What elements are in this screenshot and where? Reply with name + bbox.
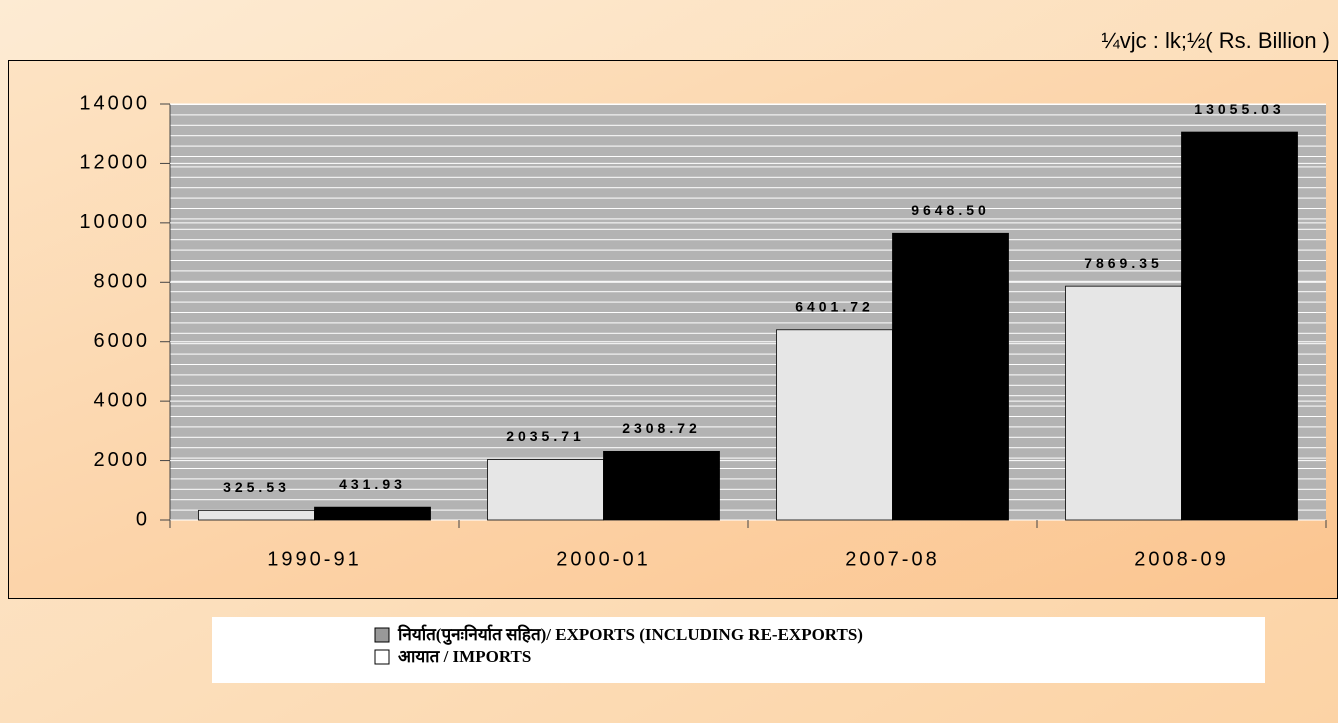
y-tick-label: 14000 bbox=[79, 92, 150, 114]
value-label: 13055.03 bbox=[1194, 101, 1284, 117]
legend-swatch bbox=[374, 649, 390, 665]
bar bbox=[1181, 131, 1298, 521]
legend-label: निर्यात(पुनःनिर्यात सहित)/ EXPORTS (INCL… bbox=[397, 624, 863, 645]
x-tick-label: 2008-09 bbox=[1134, 548, 1228, 570]
value-label: 7869.35 bbox=[1084, 255, 1163, 271]
y-tick-label: 10000 bbox=[79, 211, 150, 233]
x-tick-label: 2007-08 bbox=[845, 548, 939, 570]
x-tick-label: 1990-91 bbox=[267, 548, 361, 570]
y-tick-label: 2000 bbox=[94, 449, 151, 471]
bar bbox=[314, 506, 431, 521]
y-tick-label: 0 bbox=[136, 508, 150, 530]
bar bbox=[198, 509, 315, 521]
value-label: 2035.71 bbox=[506, 428, 585, 444]
value-label: 6401.72 bbox=[795, 298, 874, 314]
y-tick-label: 6000 bbox=[94, 330, 151, 352]
x-tick-label: 2000-01 bbox=[556, 548, 650, 570]
y-tick-label: 8000 bbox=[94, 271, 151, 293]
value-label: 325.53 bbox=[223, 479, 290, 495]
unit-label: ¼vjc : lk;½( Rs. Billion ) bbox=[1101, 28, 1330, 53]
y-tick-label: 12000 bbox=[79, 152, 150, 174]
bar bbox=[603, 450, 720, 521]
legend-swatch bbox=[374, 627, 390, 643]
bar bbox=[892, 232, 1009, 521]
bar bbox=[776, 329, 893, 521]
y-tick-label: 4000 bbox=[94, 389, 151, 411]
value-label: 2308.72 bbox=[622, 420, 701, 436]
value-label: 9648.50 bbox=[911, 202, 990, 218]
bar bbox=[1065, 285, 1182, 521]
legend-label: आयात / IMPORTS bbox=[398, 647, 531, 666]
bar bbox=[487, 459, 604, 521]
value-label: 431.93 bbox=[339, 476, 406, 492]
